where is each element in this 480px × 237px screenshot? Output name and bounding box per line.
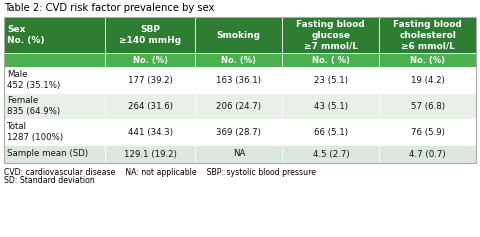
Text: No. (%): No. (%) <box>221 55 256 64</box>
Text: Total
1287 (100%): Total 1287 (100%) <box>7 122 63 142</box>
Text: No. (%): No. (%) <box>133 55 168 64</box>
Text: Female
835 (64.9%): Female 835 (64.9%) <box>7 96 60 116</box>
Text: NA: NA <box>233 150 245 159</box>
Bar <box>4 93 106 119</box>
Text: 23 (5.1): 23 (5.1) <box>314 76 348 85</box>
Bar <box>4 53 106 67</box>
Text: 369 (28.7): 369 (28.7) <box>216 128 261 137</box>
Text: 19 (4.2): 19 (4.2) <box>411 76 444 85</box>
Text: Sex
No. (%): Sex No. (%) <box>7 25 45 45</box>
Text: Sample mean (SD): Sample mean (SD) <box>7 150 88 159</box>
Text: 206 (24.7): 206 (24.7) <box>216 101 261 110</box>
Bar <box>282 67 379 93</box>
Bar <box>106 145 195 163</box>
Bar <box>4 17 106 53</box>
Text: Fasting blood
cholesterol
≥6 mmol/L: Fasting blood cholesterol ≥6 mmol/L <box>393 20 462 50</box>
Bar <box>282 53 379 67</box>
Text: SD: Standard deviation: SD: Standard deviation <box>4 176 95 185</box>
Text: CVD: cardiovascular disease    NA: not applicable    SBP: systolic blood pressur: CVD: cardiovascular disease NA: not appl… <box>4 168 316 177</box>
Bar <box>379 145 476 163</box>
Text: 43 (5.1): 43 (5.1) <box>314 101 348 110</box>
Bar <box>106 93 195 119</box>
Text: 76 (5.9): 76 (5.9) <box>411 128 444 137</box>
Bar <box>195 17 282 53</box>
Bar <box>282 17 379 53</box>
Bar <box>379 93 476 119</box>
Bar <box>379 67 476 93</box>
Text: 66 (5.1): 66 (5.1) <box>314 128 348 137</box>
Text: 4.5 (2.7): 4.5 (2.7) <box>312 150 349 159</box>
Bar <box>282 119 379 145</box>
Bar <box>282 145 379 163</box>
Bar <box>4 67 106 93</box>
Text: 57 (6.8): 57 (6.8) <box>410 101 444 110</box>
Text: 129.1 (19.2): 129.1 (19.2) <box>124 150 177 159</box>
Text: Smoking: Smoking <box>217 31 261 40</box>
Text: Fasting blood
glucose
≥7 mmol/L: Fasting blood glucose ≥7 mmol/L <box>297 20 365 50</box>
Bar <box>106 119 195 145</box>
Bar <box>195 93 282 119</box>
Bar <box>106 17 195 53</box>
Bar <box>379 119 476 145</box>
Bar <box>4 119 106 145</box>
Bar <box>4 145 106 163</box>
Bar <box>195 119 282 145</box>
Bar <box>282 93 379 119</box>
Text: Table 2: CVD risk factor prevalence by sex: Table 2: CVD risk factor prevalence by s… <box>4 3 215 13</box>
Bar <box>195 67 282 93</box>
Bar <box>4 17 476 163</box>
Bar <box>195 53 282 67</box>
Text: Male
452 (35.1%): Male 452 (35.1%) <box>7 70 60 90</box>
Bar <box>379 17 476 53</box>
Bar <box>379 53 476 67</box>
Text: No. ( %): No. ( %) <box>312 55 350 64</box>
Text: SBP
≥140 mmHg: SBP ≥140 mmHg <box>119 25 181 45</box>
Text: 441 (34.3): 441 (34.3) <box>128 128 173 137</box>
Bar <box>195 145 282 163</box>
Text: 264 (31.6): 264 (31.6) <box>128 101 173 110</box>
Text: 163 (36.1): 163 (36.1) <box>216 76 261 85</box>
Text: No. (%): No. (%) <box>410 55 445 64</box>
Text: 177 (39.2): 177 (39.2) <box>128 76 173 85</box>
Text: 4.7 (0.7): 4.7 (0.7) <box>409 150 446 159</box>
Bar <box>106 53 195 67</box>
Bar <box>106 67 195 93</box>
